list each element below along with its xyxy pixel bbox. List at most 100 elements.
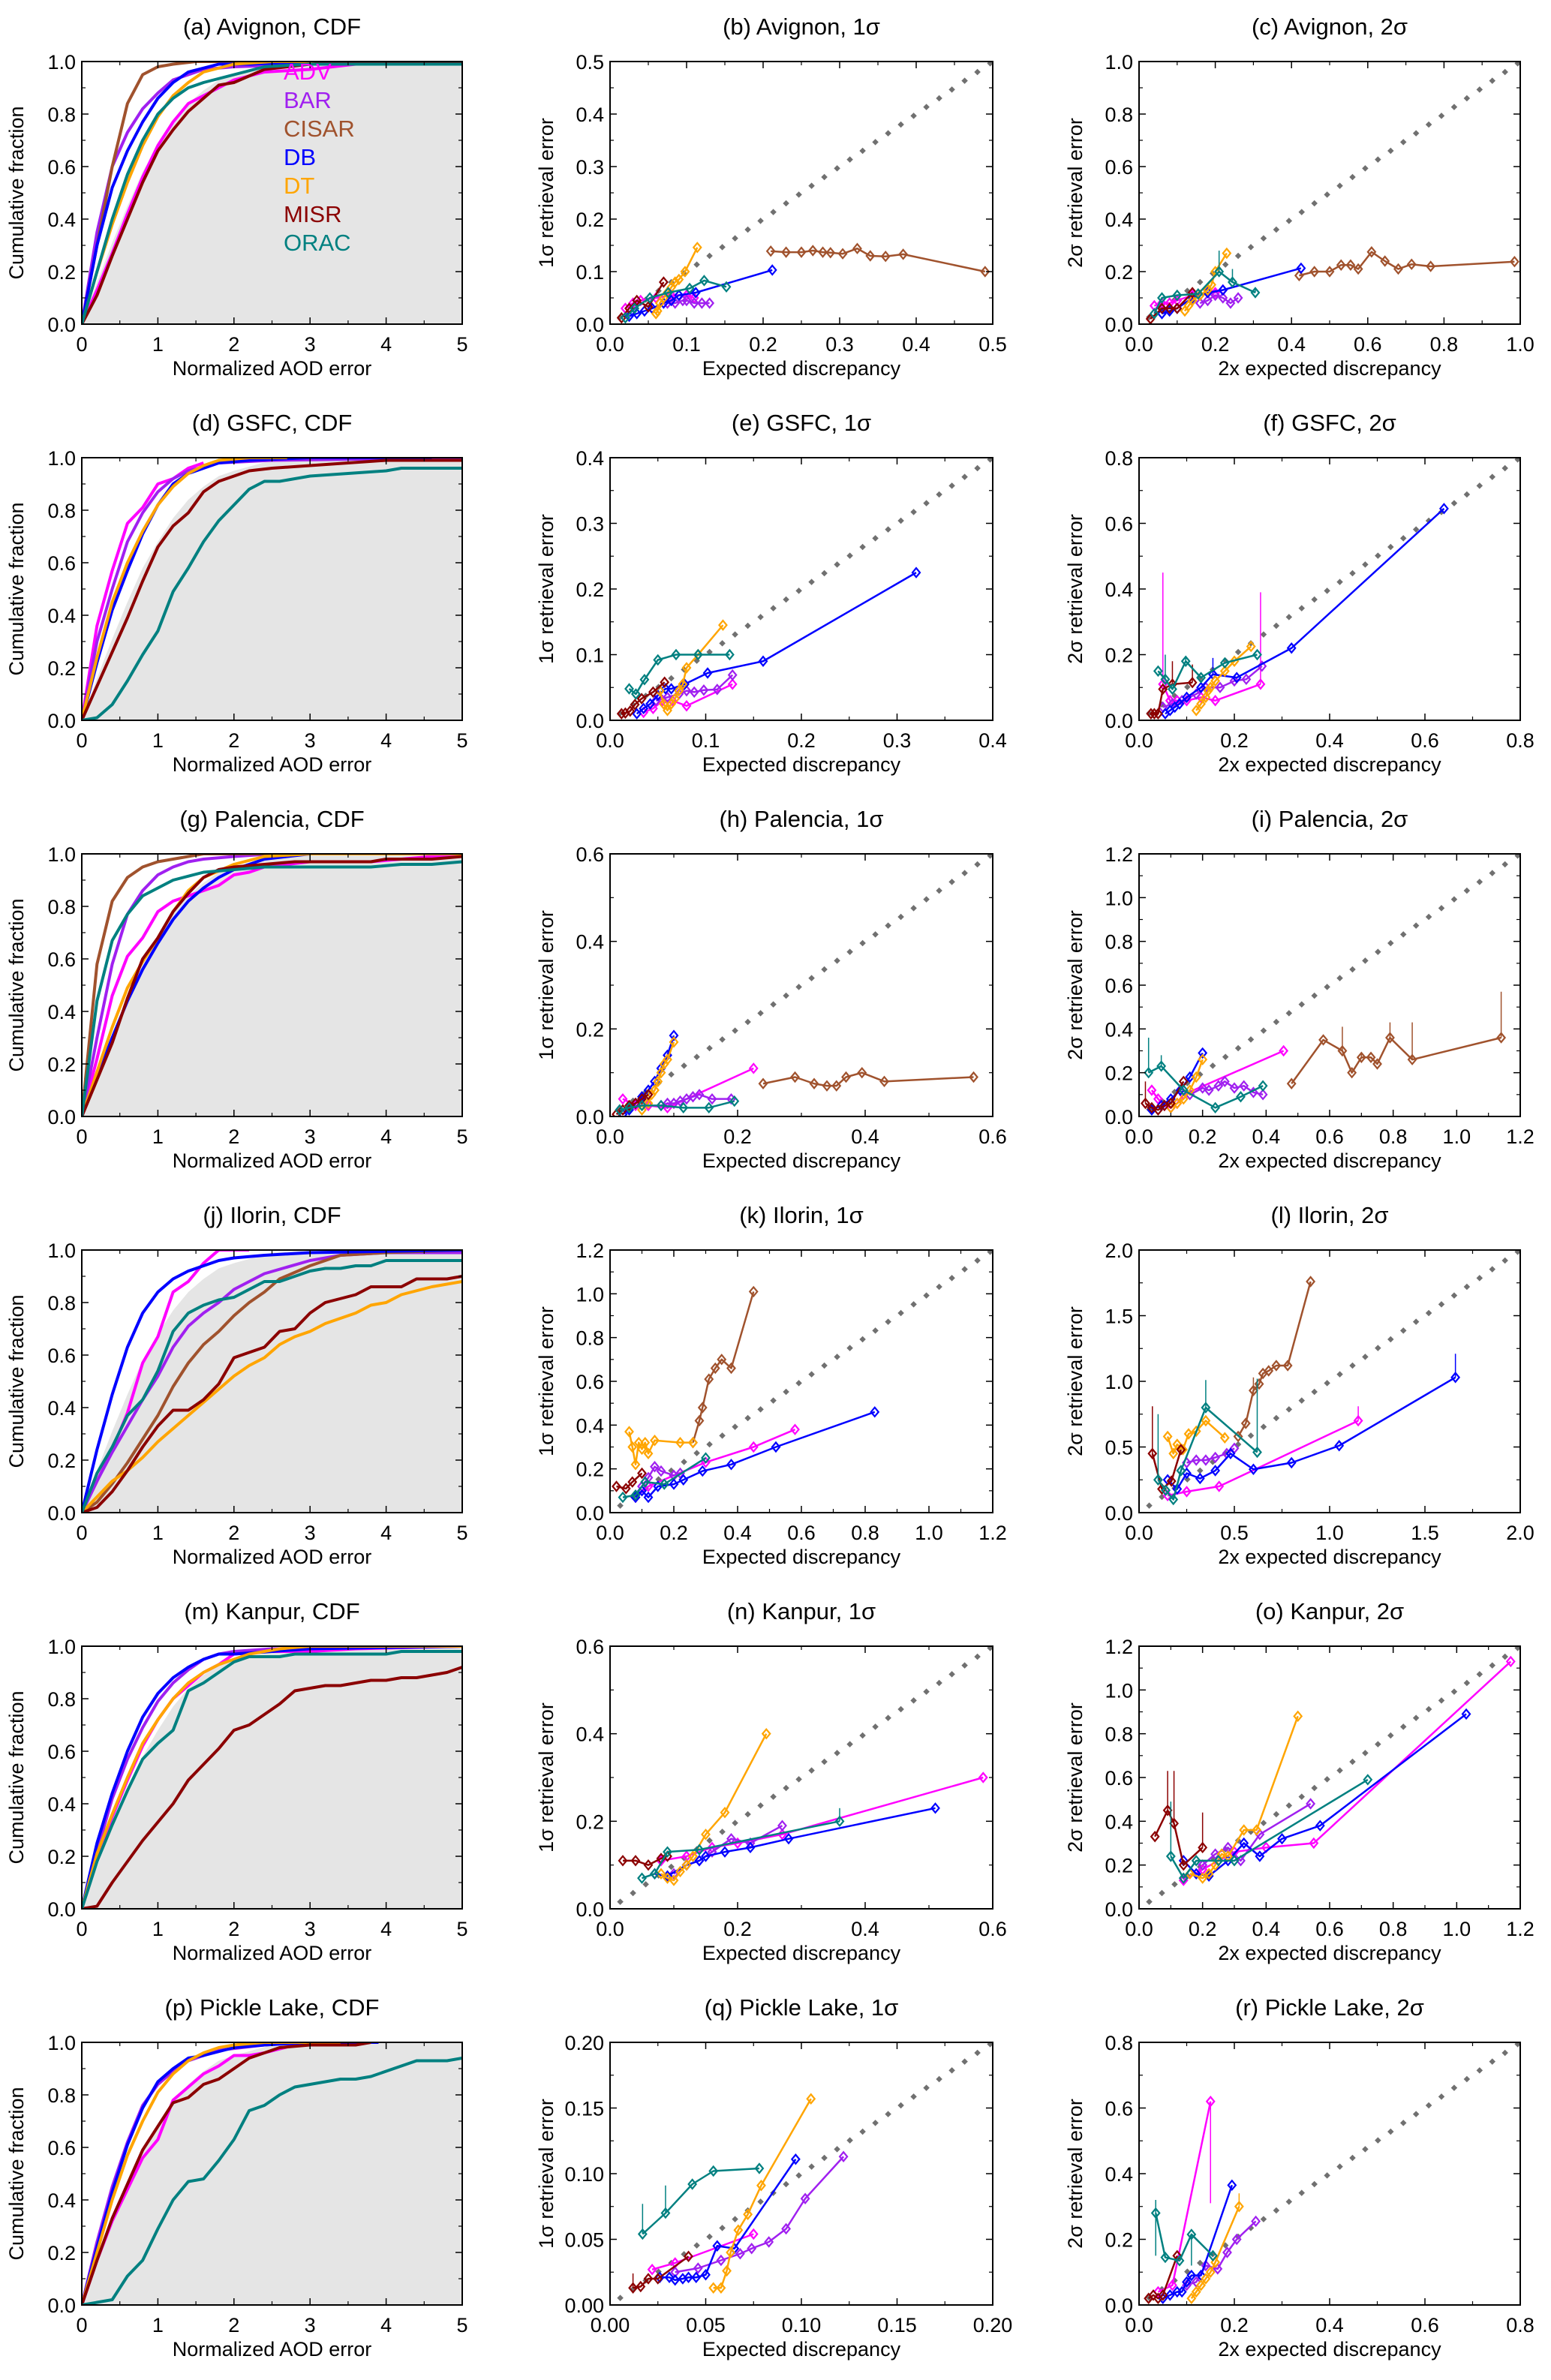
series-orac bbox=[82, 860, 462, 1116]
x-tick-label: 1 bbox=[152, 333, 164, 356]
one-to-one-dot bbox=[1222, 1053, 1229, 1060]
data-point bbox=[1191, 1868, 1201, 1880]
data-point bbox=[689, 686, 699, 699]
one-to-one-dot bbox=[1375, 1741, 1381, 1747]
y-tick-label: 0.0 bbox=[1105, 1106, 1133, 1128]
one-to-one-dot bbox=[1285, 614, 1293, 621]
series-line bbox=[622, 1457, 707, 1498]
data-point bbox=[880, 250, 891, 263]
data-point bbox=[637, 1099, 647, 1112]
one-to-one-dot bbox=[1247, 1036, 1255, 1043]
series-line bbox=[82, 860, 462, 1116]
panel-title: (r) Pickle Lake, 2σ bbox=[1235, 1994, 1424, 2021]
data-point bbox=[1196, 672, 1206, 684]
data-point bbox=[1306, 1798, 1316, 1810]
one-to-one-dot bbox=[859, 2128, 866, 2135]
data-point bbox=[636, 693, 647, 705]
data-point bbox=[693, 648, 703, 661]
one-to-one-dot bbox=[1273, 622, 1280, 630]
data-point bbox=[663, 1846, 672, 1858]
data-point bbox=[684, 2271, 693, 2283]
x-tick-label: 0.2 bbox=[1201, 333, 1230, 356]
data-point bbox=[1213, 1855, 1224, 1867]
one-to-one-dot bbox=[783, 992, 789, 999]
data-point bbox=[612, 1480, 621, 1492]
data-point bbox=[834, 1815, 845, 1828]
data-point bbox=[1191, 1425, 1201, 1438]
data-point bbox=[666, 294, 677, 307]
data-point bbox=[1201, 1454, 1211, 1466]
data-point bbox=[1176, 1465, 1186, 1477]
data-point bbox=[627, 1441, 638, 1453]
series-misr bbox=[82, 1275, 462, 1513]
data-point bbox=[674, 289, 684, 302]
x-tick-label: 0.0 bbox=[596, 1522, 624, 1544]
x-tick-label: 0.5 bbox=[978, 333, 1007, 356]
data-point bbox=[1153, 1474, 1163, 1486]
one-to-one-dot bbox=[948, 86, 955, 93]
data-point bbox=[687, 2178, 698, 2190]
one-to-one-dot bbox=[1438, 2093, 1445, 2100]
data-point bbox=[647, 2264, 657, 2276]
data-point bbox=[669, 1874, 679, 1886]
one-to-one-dot bbox=[1476, 2067, 1483, 2074]
y-axis-label: Cumulative fraction bbox=[5, 898, 28, 1071]
series-line bbox=[82, 1280, 462, 1513]
data-point bbox=[653, 1075, 663, 1088]
data-point bbox=[1149, 708, 1159, 720]
data-point bbox=[1153, 665, 1163, 678]
data-point bbox=[618, 1092, 628, 1105]
data-point bbox=[618, 1855, 628, 1867]
data-point bbox=[701, 1829, 711, 1841]
series-cisar bbox=[1294, 246, 1519, 281]
data-point bbox=[1223, 1855, 1233, 1867]
x-tick-label: 0.6 bbox=[978, 1125, 1007, 1148]
y-tick-label: 0.4 bbox=[47, 605, 76, 627]
one-to-one-dot bbox=[885, 130, 891, 137]
y-tick-label: 0.0 bbox=[1105, 1898, 1133, 1921]
data-point bbox=[694, 1855, 705, 1867]
one-to-one-dot bbox=[706, 2233, 713, 2240]
data-point bbox=[1337, 1044, 1348, 1057]
plot-frame bbox=[609, 61, 993, 325]
data-point bbox=[1345, 259, 1356, 271]
data-point bbox=[1180, 655, 1191, 667]
data-point bbox=[1271, 1360, 1282, 1372]
y-tick-label: 0.0 bbox=[47, 1502, 76, 1525]
x-tick-label: 0.0 bbox=[1125, 1125, 1153, 1148]
x-tick-label: 3 bbox=[305, 1522, 316, 1544]
one-to-one-dot bbox=[1501, 861, 1508, 868]
chart-svg-r: (r) Pickle Lake, 2σ 0.0 0.2 0.4 0.6 0.8 0.0 0.2… bbox=[1064, 1994, 1534, 2360]
y-tick-label: 0.8 bbox=[1105, 104, 1133, 126]
one-to-one-dot bbox=[1146, 1898, 1153, 1905]
plot-area bbox=[82, 458, 462, 720]
one-to-one-dot bbox=[1273, 1018, 1280, 1026]
series-orac bbox=[1165, 1774, 1373, 1884]
one-to-one-dot bbox=[1324, 587, 1330, 594]
one-to-one-dot bbox=[1412, 2111, 1420, 2117]
chart-svg-a: (a) Avignon, CDF 0 1 2 3 4 5 0.0 0.2 0.4 0.6 0.8 1.0… bbox=[5, 14, 468, 380]
data-point bbox=[1201, 1414, 1211, 1427]
legend-item-adv: ADV bbox=[284, 59, 332, 85]
one-to-one-dot bbox=[1412, 130, 1420, 137]
data-point bbox=[1168, 2279, 1177, 2291]
one-to-one-dot bbox=[1336, 578, 1343, 585]
y-axis-label: 2σ retrieval error bbox=[1064, 514, 1087, 664]
one-to-one-dot bbox=[732, 235, 738, 242]
x-tick-label: 0.4 bbox=[978, 729, 1007, 752]
data-point bbox=[712, 2240, 723, 2252]
series-dt bbox=[637, 1036, 679, 1116]
data-point bbox=[1241, 673, 1252, 686]
series-orac bbox=[82, 1259, 462, 1513]
legend-item-db: DB bbox=[284, 144, 316, 170]
one-to-one-dot bbox=[719, 1829, 726, 1835]
y-tick-label: 0.6 bbox=[1105, 975, 1133, 997]
data-point bbox=[783, 1832, 794, 1845]
one-to-one-dot bbox=[1399, 2120, 1407, 2126]
one-to-one-dot bbox=[783, 1388, 789, 1396]
data-point bbox=[1172, 1483, 1183, 1495]
y-tick-label: 0.8 bbox=[47, 1688, 76, 1711]
y-tick-label: 0.4 bbox=[47, 1001, 76, 1023]
x-tick-label: 0.3 bbox=[883, 729, 912, 752]
x-tick-label: 0.4 bbox=[851, 1918, 879, 1940]
